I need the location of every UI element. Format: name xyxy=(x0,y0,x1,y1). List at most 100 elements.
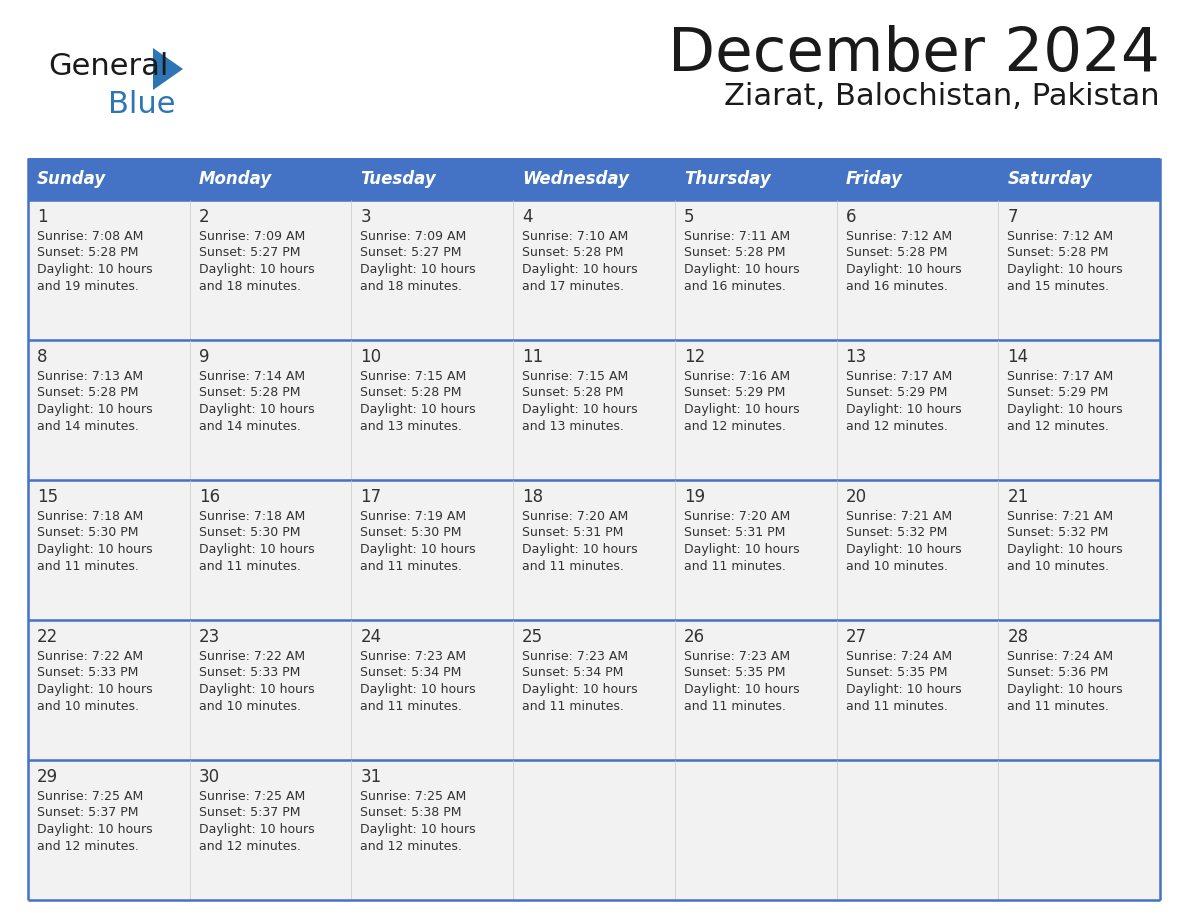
Bar xyxy=(836,158,998,200)
Text: and 18 minutes.: and 18 minutes. xyxy=(198,279,301,293)
Text: and 13 minutes.: and 13 minutes. xyxy=(360,420,462,432)
Text: Tuesday: Tuesday xyxy=(360,170,436,188)
Text: and 17 minutes.: and 17 minutes. xyxy=(523,279,624,293)
Text: Daylight: 10 hours: Daylight: 10 hours xyxy=(198,263,315,276)
Text: Sunrise: 7:18 AM: Sunrise: 7:18 AM xyxy=(37,510,144,523)
Text: Sunset: 5:36 PM: Sunset: 5:36 PM xyxy=(1007,666,1108,679)
Bar xyxy=(190,200,352,340)
Text: 7: 7 xyxy=(1007,208,1018,226)
Text: Daylight: 10 hours: Daylight: 10 hours xyxy=(37,683,152,696)
Bar xyxy=(352,620,513,760)
Text: Sunrise: 7:23 AM: Sunrise: 7:23 AM xyxy=(360,650,467,663)
Text: and 10 minutes.: and 10 minutes. xyxy=(846,559,948,573)
Text: Daylight: 10 hours: Daylight: 10 hours xyxy=(37,263,152,276)
Text: Sunset: 5:30 PM: Sunset: 5:30 PM xyxy=(37,527,139,540)
Bar xyxy=(190,340,352,480)
Bar xyxy=(675,200,836,340)
Text: 12: 12 xyxy=(684,348,706,366)
Bar xyxy=(352,480,513,620)
Text: Sunrise: 7:25 AM: Sunrise: 7:25 AM xyxy=(37,790,144,803)
Bar xyxy=(513,480,675,620)
Text: Daylight: 10 hours: Daylight: 10 hours xyxy=(846,543,961,556)
Text: Sunset: 5:30 PM: Sunset: 5:30 PM xyxy=(360,527,462,540)
Text: Blue: Blue xyxy=(108,90,176,119)
Text: and 13 minutes.: and 13 minutes. xyxy=(523,420,624,432)
Text: Sunrise: 7:09 AM: Sunrise: 7:09 AM xyxy=(360,230,467,243)
Bar xyxy=(513,158,675,200)
Text: Sunrise: 7:17 AM: Sunrise: 7:17 AM xyxy=(846,370,952,383)
Text: and 10 minutes.: and 10 minutes. xyxy=(37,700,139,712)
Text: and 18 minutes.: and 18 minutes. xyxy=(360,279,462,293)
Text: 23: 23 xyxy=(198,628,220,646)
Text: Monday: Monday xyxy=(198,170,272,188)
Text: Sunset: 5:28 PM: Sunset: 5:28 PM xyxy=(684,247,785,260)
Text: Daylight: 10 hours: Daylight: 10 hours xyxy=(198,403,315,416)
Text: Daylight: 10 hours: Daylight: 10 hours xyxy=(360,403,476,416)
Text: Sunrise: 7:25 AM: Sunrise: 7:25 AM xyxy=(360,790,467,803)
Text: Sunrise: 7:09 AM: Sunrise: 7:09 AM xyxy=(198,230,305,243)
Text: and 10 minutes.: and 10 minutes. xyxy=(198,700,301,712)
Text: Sunset: 5:32 PM: Sunset: 5:32 PM xyxy=(846,527,947,540)
Text: and 12 minutes.: and 12 minutes. xyxy=(360,839,462,853)
Text: Sunday: Sunday xyxy=(37,170,106,188)
Text: Sunrise: 7:15 AM: Sunrise: 7:15 AM xyxy=(360,370,467,383)
Text: 30: 30 xyxy=(198,768,220,786)
Bar xyxy=(190,158,352,200)
Text: and 12 minutes.: and 12 minutes. xyxy=(684,420,785,432)
Text: Daylight: 10 hours: Daylight: 10 hours xyxy=(523,403,638,416)
Bar xyxy=(29,158,190,200)
Text: and 10 minutes.: and 10 minutes. xyxy=(1007,559,1110,573)
Bar xyxy=(29,620,190,760)
Bar xyxy=(836,200,998,340)
Text: 28: 28 xyxy=(1007,628,1029,646)
Text: 10: 10 xyxy=(360,348,381,366)
Text: and 12 minutes.: and 12 minutes. xyxy=(37,839,139,853)
Text: Sunset: 5:35 PM: Sunset: 5:35 PM xyxy=(684,666,785,679)
Text: Sunset: 5:28 PM: Sunset: 5:28 PM xyxy=(198,386,301,399)
Text: Daylight: 10 hours: Daylight: 10 hours xyxy=(1007,403,1123,416)
Text: Sunset: 5:28 PM: Sunset: 5:28 PM xyxy=(523,247,624,260)
Text: and 12 minutes.: and 12 minutes. xyxy=(1007,420,1110,432)
Text: Sunrise: 7:17 AM: Sunrise: 7:17 AM xyxy=(1007,370,1113,383)
Text: Daylight: 10 hours: Daylight: 10 hours xyxy=(1007,263,1123,276)
Bar xyxy=(998,760,1159,900)
Bar xyxy=(675,480,836,620)
Text: Sunrise: 7:24 AM: Sunrise: 7:24 AM xyxy=(846,650,952,663)
Text: and 11 minutes.: and 11 minutes. xyxy=(1007,700,1110,712)
Bar xyxy=(29,200,190,340)
Bar xyxy=(998,200,1159,340)
Bar xyxy=(675,760,836,900)
Text: Sunset: 5:33 PM: Sunset: 5:33 PM xyxy=(37,666,138,679)
Text: and 12 minutes.: and 12 minutes. xyxy=(198,839,301,853)
Bar xyxy=(836,760,998,900)
Text: Sunrise: 7:21 AM: Sunrise: 7:21 AM xyxy=(846,510,952,523)
Text: Sunset: 5:28 PM: Sunset: 5:28 PM xyxy=(37,247,139,260)
Text: Sunrise: 7:12 AM: Sunrise: 7:12 AM xyxy=(1007,230,1113,243)
Text: Sunset: 5:30 PM: Sunset: 5:30 PM xyxy=(198,527,301,540)
Text: and 11 minutes.: and 11 minutes. xyxy=(684,559,785,573)
Bar xyxy=(675,158,836,200)
Polygon shape xyxy=(153,48,183,90)
Text: Daylight: 10 hours: Daylight: 10 hours xyxy=(846,263,961,276)
Text: Sunrise: 7:13 AM: Sunrise: 7:13 AM xyxy=(37,370,143,383)
Bar xyxy=(998,340,1159,480)
Text: Daylight: 10 hours: Daylight: 10 hours xyxy=(846,683,961,696)
Text: Sunset: 5:37 PM: Sunset: 5:37 PM xyxy=(37,807,139,820)
Text: 26: 26 xyxy=(684,628,704,646)
Text: Sunrise: 7:12 AM: Sunrise: 7:12 AM xyxy=(846,230,952,243)
Text: 9: 9 xyxy=(198,348,209,366)
Text: Daylight: 10 hours: Daylight: 10 hours xyxy=(360,683,476,696)
Text: Wednesday: Wednesday xyxy=(523,170,630,188)
Text: 22: 22 xyxy=(37,628,58,646)
Text: Sunrise: 7:21 AM: Sunrise: 7:21 AM xyxy=(1007,510,1113,523)
Text: Daylight: 10 hours: Daylight: 10 hours xyxy=(360,263,476,276)
Text: Sunset: 5:29 PM: Sunset: 5:29 PM xyxy=(846,386,947,399)
Text: 31: 31 xyxy=(360,768,381,786)
Text: Sunset: 5:31 PM: Sunset: 5:31 PM xyxy=(523,527,624,540)
Bar xyxy=(190,760,352,900)
Text: 19: 19 xyxy=(684,488,704,506)
Bar xyxy=(29,760,190,900)
Text: 29: 29 xyxy=(37,768,58,786)
Text: and 15 minutes.: and 15 minutes. xyxy=(1007,279,1110,293)
Text: Sunset: 5:33 PM: Sunset: 5:33 PM xyxy=(198,666,301,679)
